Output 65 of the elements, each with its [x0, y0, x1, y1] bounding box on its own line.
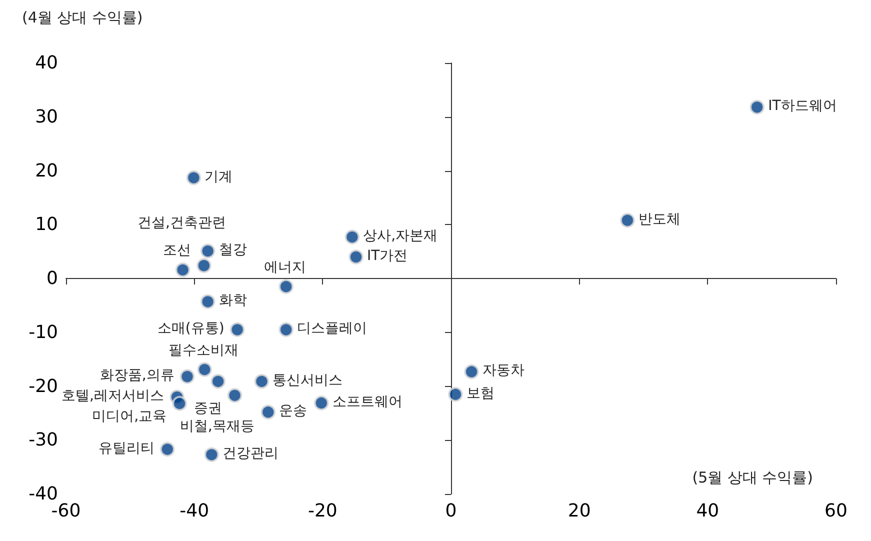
- y-tick-label: -10: [28, 322, 58, 343]
- annotation: 상사,자본재: [363, 228, 438, 244]
- annotation: 유틸리티: [98, 440, 154, 456]
- point: [278, 279, 294, 294]
- annotation: 건설,건축관련: [138, 214, 226, 231]
- annotation: 에너지: [264, 260, 306, 276]
- point: [204, 447, 220, 462]
- annotation: 조선: [162, 242, 191, 259]
- point: [200, 294, 216, 310]
- point: [160, 442, 175, 457]
- point: [196, 258, 212, 274]
- y-tick-label: 40: [35, 52, 58, 74]
- point: [448, 386, 463, 402]
- point: [254, 374, 270, 389]
- x-axis-title: (5월 상대 수익률): [692, 468, 814, 486]
- y-tick-label: 10: [35, 214, 58, 236]
- annotation: 화학: [218, 292, 247, 309]
- y-axis-title: (4월 상대 수익률): [22, 8, 143, 26]
- annotation: 건강관리: [222, 446, 279, 462]
- y-tick-label: 0: [46, 268, 58, 289]
- y-tick-label: 20: [35, 160, 58, 182]
- point: [464, 364, 480, 380]
- x-tick-label: 60: [824, 500, 848, 522]
- point: [348, 249, 364, 264]
- point: [197, 362, 212, 378]
- annotation: 자동차: [482, 362, 525, 379]
- x-tick-label: 20: [568, 500, 591, 522]
- annotation: IT하드웨어: [768, 98, 837, 114]
- point: [172, 396, 188, 411]
- annotation: 반도체: [638, 211, 680, 228]
- point: [344, 230, 360, 245]
- annotation: 운송: [279, 403, 308, 420]
- annotation: 필수소비재: [168, 342, 239, 359]
- annotation: 소프트웨어: [332, 394, 402, 410]
- x-tick-label: 40: [696, 500, 720, 522]
- x-tick-label: 0: [445, 500, 457, 522]
- point: [227, 388, 242, 403]
- annotation: 화장품,의류: [100, 368, 174, 384]
- annotation: 호텔,레저서비스: [62, 388, 164, 404]
- annotation: 증권: [194, 400, 222, 416]
- x-tick-label: -20: [308, 500, 338, 522]
- annotation: 소매(유통): [157, 320, 224, 337]
- point: [278, 322, 294, 338]
- y-tick-label: 30: [35, 106, 58, 128]
- annotation: 디스플레이: [297, 320, 368, 337]
- annotation: 보험: [466, 385, 494, 402]
- point: [260, 404, 276, 420]
- annotation: 철강: [218, 242, 247, 258]
- point: [175, 262, 190, 278]
- point: [750, 100, 765, 115]
- annotation: 비철,목재등: [180, 418, 254, 434]
- point: [314, 395, 329, 410]
- annotation: 미디어,교육: [92, 408, 167, 424]
- y-tick-label: -20: [28, 376, 58, 397]
- point: [186, 170, 202, 186]
- point: [620, 212, 635, 228]
- annotation: 통신서비스: [272, 372, 343, 388]
- point: [230, 322, 245, 338]
- point: [200, 244, 216, 259]
- annotation: IT가전: [367, 248, 408, 264]
- point: [180, 369, 195, 384]
- annotation: 기계: [204, 168, 233, 185]
- y-tick-label: -30: [28, 430, 58, 451]
- x-tick-label: -40: [180, 500, 210, 522]
- point: [210, 374, 226, 389]
